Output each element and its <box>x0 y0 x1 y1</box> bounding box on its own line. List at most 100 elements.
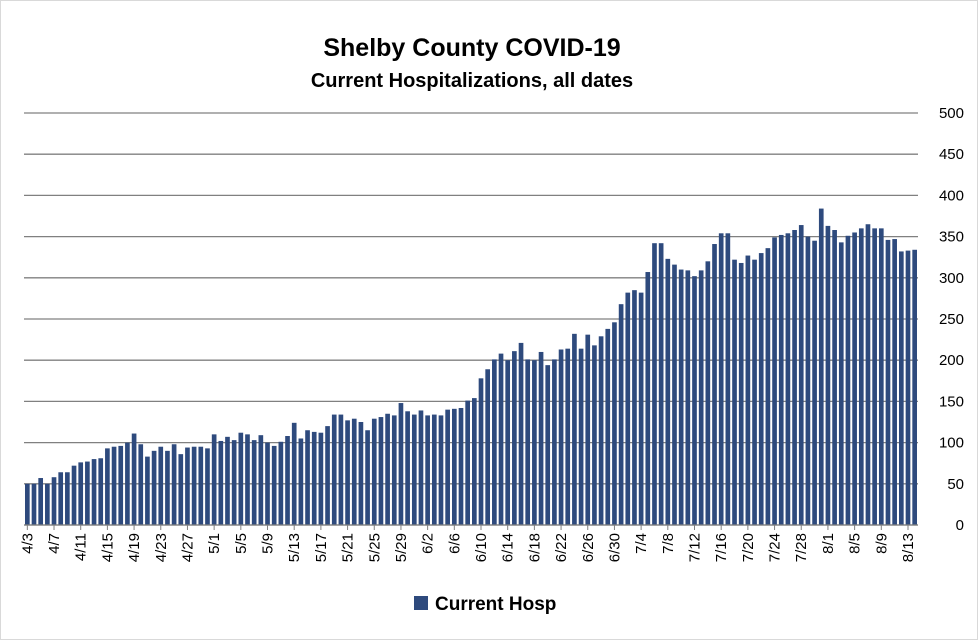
x-tick-label: 7/28 <box>793 533 810 562</box>
bar <box>545 365 551 525</box>
bar <box>892 239 897 525</box>
bar <box>612 322 617 525</box>
gridlines <box>24 112 918 526</box>
bar <box>418 410 424 525</box>
x-tick-label: 7/4 <box>633 533 650 554</box>
x-tick-label: 6/14 <box>500 533 517 562</box>
x-tick-label: 6/6 <box>446 533 463 554</box>
bar <box>465 400 470 525</box>
y-tick-label: 0 <box>956 517 964 534</box>
bar <box>572 333 577 525</box>
bar <box>131 433 137 525</box>
bar <box>331 414 337 525</box>
bar <box>812 240 817 525</box>
bar <box>118 445 124 525</box>
chart-title: Shelby County COVID-19 <box>323 34 620 62</box>
bar <box>298 438 304 525</box>
bar <box>185 447 190 525</box>
bar <box>885 239 891 525</box>
x-tick-label: 7/12 <box>687 533 704 562</box>
bar <box>525 359 531 525</box>
bar <box>445 409 450 525</box>
x-tick-label: 7/16 <box>713 533 730 562</box>
x-tick-label: 5/29 <box>393 533 410 562</box>
bar <box>378 417 384 525</box>
bar <box>518 342 524 525</box>
bar <box>645 272 651 525</box>
bar <box>145 456 150 525</box>
bar <box>605 328 611 525</box>
x-tick-label: 6/22 <box>553 533 570 562</box>
bar <box>485 369 491 525</box>
bar <box>218 440 224 525</box>
bar <box>758 253 764 525</box>
bar <box>211 434 217 525</box>
bar <box>725 233 731 526</box>
x-tick-label: 4/27 <box>179 533 196 562</box>
x-tick-label: 4/23 <box>153 533 170 562</box>
y-tick-label: 200 <box>939 352 964 369</box>
bar <box>105 448 110 525</box>
x-tick-label: 8/1 <box>820 533 837 554</box>
bar <box>692 276 697 525</box>
x-tick-label: 5/21 <box>340 533 357 562</box>
x-tick-label: 5/13 <box>286 533 303 562</box>
bar <box>225 436 230 525</box>
bar <box>752 259 757 525</box>
bar <box>85 461 90 525</box>
x-tick-label: 5/25 <box>366 533 383 562</box>
bar <box>451 408 457 525</box>
bar <box>338 414 344 525</box>
y-tick-label: 500 <box>939 105 964 122</box>
bar <box>25 483 30 525</box>
bar <box>478 378 484 525</box>
x-tick-label: 5/5 <box>233 533 250 554</box>
bar <box>391 415 397 525</box>
x-tick-label: 8/5 <box>847 533 864 554</box>
x-tick-label: 4/15 <box>99 533 116 562</box>
bar <box>718 233 724 526</box>
bar <box>845 235 851 525</box>
bar <box>151 450 157 525</box>
bar <box>705 261 711 525</box>
bar <box>678 269 684 525</box>
x-tick-label: 8/13 <box>900 533 917 562</box>
bar <box>191 446 197 525</box>
bar <box>472 398 477 525</box>
x-axis-ticks: 4/3 4/7 4/11 4/15 4/19 4/23 4/27 5/1 5/5 5/9 5/13 5… <box>19 524 918 562</box>
bar <box>138 444 144 525</box>
bar <box>91 459 97 525</box>
bar <box>411 414 417 525</box>
x-tick-label: 7/24 <box>767 533 784 562</box>
y-tick-label: 150 <box>939 393 964 410</box>
bar <box>558 349 564 525</box>
bars <box>25 208 917 526</box>
bar <box>785 233 791 526</box>
bar <box>305 430 310 525</box>
bar <box>291 422 297 525</box>
x-tick-label: 7/8 <box>660 533 677 554</box>
bar <box>912 249 917 525</box>
bar <box>345 420 350 525</box>
bar <box>431 414 437 525</box>
bar <box>798 225 804 525</box>
bar <box>325 426 330 525</box>
bar <box>738 262 744 525</box>
bar <box>405 411 410 525</box>
bar <box>532 360 537 525</box>
bar <box>98 458 104 525</box>
bar <box>425 415 430 525</box>
legend-swatch <box>414 596 428 610</box>
bar <box>685 270 691 525</box>
bar <box>825 225 831 525</box>
x-tick-label: 4/11 <box>73 533 90 561</box>
x-tick-label: 4/7 <box>46 533 63 554</box>
bar <box>905 250 911 526</box>
legend: Current Hosp <box>414 594 556 615</box>
bar <box>672 264 677 525</box>
bar <box>258 435 264 525</box>
bar <box>71 465 77 525</box>
x-tick-label: 5/1 <box>206 533 223 554</box>
bar <box>765 248 771 525</box>
